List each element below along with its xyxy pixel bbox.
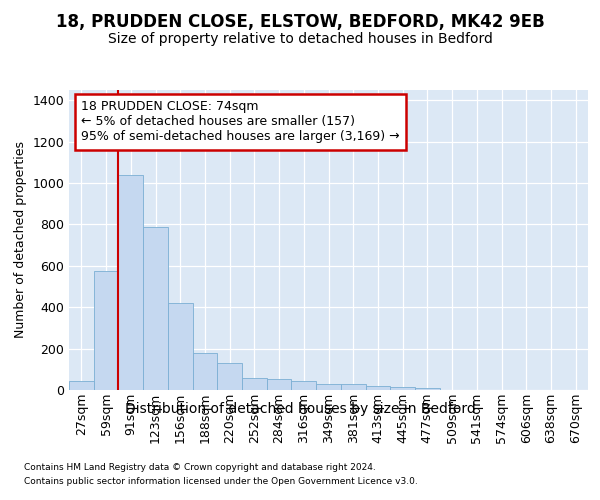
Text: 18, PRUDDEN CLOSE, ELSTOW, BEDFORD, MK42 9EB: 18, PRUDDEN CLOSE, ELSTOW, BEDFORD, MK42… xyxy=(56,12,544,30)
Bar xyxy=(168,303,193,390)
Text: Contains HM Land Registry data © Crown copyright and database right 2024.: Contains HM Land Registry data © Crown c… xyxy=(24,462,376,471)
Bar xyxy=(292,380,316,390)
Y-axis label: Number of detached properties: Number of detached properties xyxy=(14,142,27,338)
Bar xyxy=(143,226,168,390)
Bar xyxy=(341,384,365,390)
Bar xyxy=(193,353,217,390)
Bar xyxy=(390,387,415,390)
Bar xyxy=(118,175,143,390)
Text: Size of property relative to detached houses in Bedford: Size of property relative to detached ho… xyxy=(107,32,493,46)
Bar xyxy=(242,378,267,390)
Bar xyxy=(69,380,94,390)
Text: 18 PRUDDEN CLOSE: 74sqm
← 5% of detached houses are smaller (157)
95% of semi-de: 18 PRUDDEN CLOSE: 74sqm ← 5% of detached… xyxy=(82,100,400,144)
Bar xyxy=(316,384,341,390)
Text: Contains public sector information licensed under the Open Government Licence v3: Contains public sector information licen… xyxy=(24,478,418,486)
Text: Distribution of detached houses by size in Bedford: Distribution of detached houses by size … xyxy=(125,402,475,416)
Bar xyxy=(94,271,118,390)
Bar xyxy=(267,378,292,390)
Bar xyxy=(365,386,390,390)
Bar xyxy=(415,388,440,390)
Bar xyxy=(217,363,242,390)
